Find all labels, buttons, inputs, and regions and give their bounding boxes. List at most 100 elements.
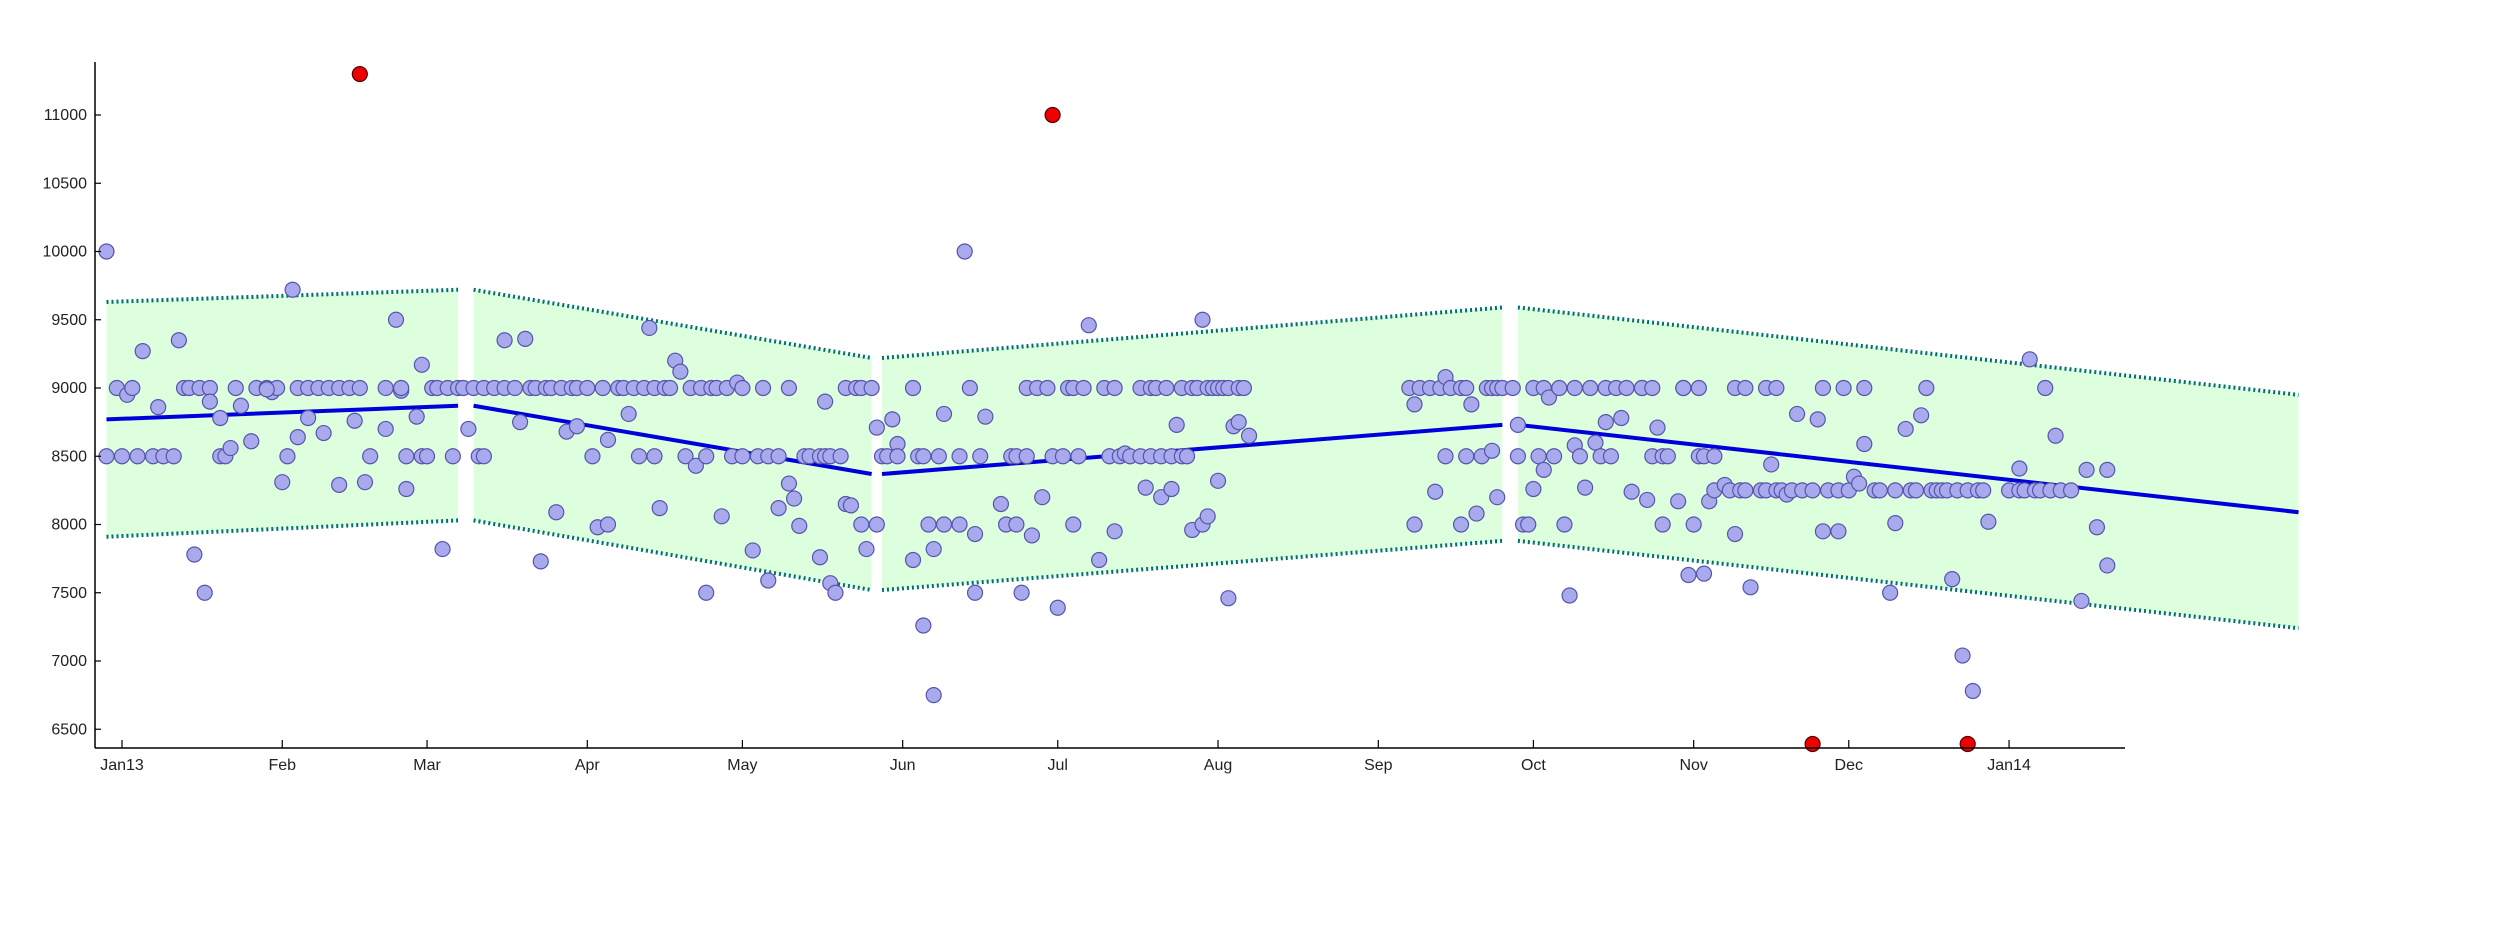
lower-bound-line (106, 518, 459, 539)
data-point (698, 584, 715, 601)
data-point (832, 448, 849, 465)
data-point (1551, 379, 1568, 397)
data-point (992, 495, 1010, 513)
data-point (1535, 461, 1552, 478)
data-point (1737, 379, 1754, 397)
data-point (858, 540, 875, 558)
data-point (1685, 516, 1702, 533)
data-point (1623, 483, 1640, 500)
data-point (1049, 599, 1066, 616)
data-point (698, 448, 715, 465)
data-point (1158, 379, 1175, 397)
data-point (1737, 482, 1754, 499)
data-point (1804, 482, 1821, 499)
data-point (1137, 479, 1154, 496)
data-point (780, 379, 798, 397)
data-point (713, 508, 730, 525)
data-point (935, 516, 953, 533)
trend-lines (106, 403, 2299, 515)
data-point (1091, 551, 1108, 569)
data-point (1054, 448, 1072, 465)
data-point (646, 448, 663, 465)
data-point (98, 448, 115, 465)
data-point (496, 332, 513, 349)
confidence-band-edges (106, 287, 2299, 631)
data-point (915, 448, 932, 465)
data-point (506, 379, 524, 397)
data-point (2021, 351, 2038, 368)
data-point (579, 379, 596, 397)
y-tick-label: 6500 (51, 721, 87, 738)
data-point (196, 584, 213, 601)
data-point (1075, 379, 1092, 397)
data-point (2037, 379, 2054, 397)
data-point (1023, 527, 1041, 544)
data-point (377, 420, 394, 438)
data-point (113, 448, 131, 465)
data-point (377, 379, 394, 397)
trend-line (106, 403, 459, 422)
data-point (1639, 491, 1656, 509)
data-point (811, 549, 829, 566)
data-point (1406, 516, 1423, 533)
data-point (1809, 411, 1826, 428)
data-point (1944, 570, 1961, 588)
data-point (1670, 493, 1687, 510)
data-point (951, 448, 968, 465)
data-point (1618, 379, 1635, 397)
data-point (1106, 379, 1123, 397)
data-point (1406, 396, 1423, 413)
data-point (1194, 311, 1211, 328)
data-point (331, 476, 348, 494)
data-point (201, 379, 218, 397)
data-point (511, 414, 529, 431)
upper-bound-line (1517, 305, 2299, 397)
y-tick-label: 10500 (43, 175, 88, 192)
data-point (734, 448, 751, 465)
x-tick-label: Nov (1679, 757, 1707, 774)
data-point (2011, 460, 2028, 477)
upper-bound-line (473, 287, 872, 360)
data-point (1695, 565, 1713, 582)
data-point (1235, 379, 1252, 397)
data-point (1644, 379, 1661, 397)
data-point (2099, 557, 2116, 574)
data-point (884, 411, 901, 428)
y-tick-label: 7500 (51, 585, 87, 602)
data-point (863, 379, 880, 397)
x-tick-label: Apr (575, 757, 601, 774)
data-point (1034, 489, 1051, 506)
data-point (904, 551, 922, 569)
data-point (1178, 448, 1196, 465)
data-point (1763, 456, 1780, 473)
data-point (594, 379, 611, 397)
x-tick-label: Jun (890, 757, 916, 774)
data-point (1545, 448, 1563, 465)
x-tick-label: Sep (1364, 757, 1393, 774)
data-point (785, 490, 803, 507)
data-point (517, 330, 534, 347)
data-point (1571, 448, 1589, 465)
outlier-point (351, 65, 368, 83)
data-point (98, 243, 115, 260)
data-point (1690, 379, 1707, 397)
data-point (1080, 317, 1097, 334)
data-point (661, 379, 679, 397)
data-point (346, 412, 363, 429)
x-tick-label: Feb (268, 757, 296, 774)
data-point (961, 379, 978, 397)
data-point (212, 409, 229, 427)
data-point (599, 431, 617, 448)
data-point (1871, 482, 1888, 499)
data-point (744, 542, 761, 559)
data-point (398, 480, 415, 498)
data-point (1463, 396, 1480, 413)
data-point (1561, 587, 1578, 604)
y-tick-label: 8000 (51, 517, 87, 534)
data-point (1106, 523, 1123, 540)
data-point (165, 448, 182, 465)
data-point (1452, 516, 1470, 533)
outlier-point (1959, 735, 1976, 753)
data-point (232, 397, 250, 414)
data-point (972, 448, 989, 465)
